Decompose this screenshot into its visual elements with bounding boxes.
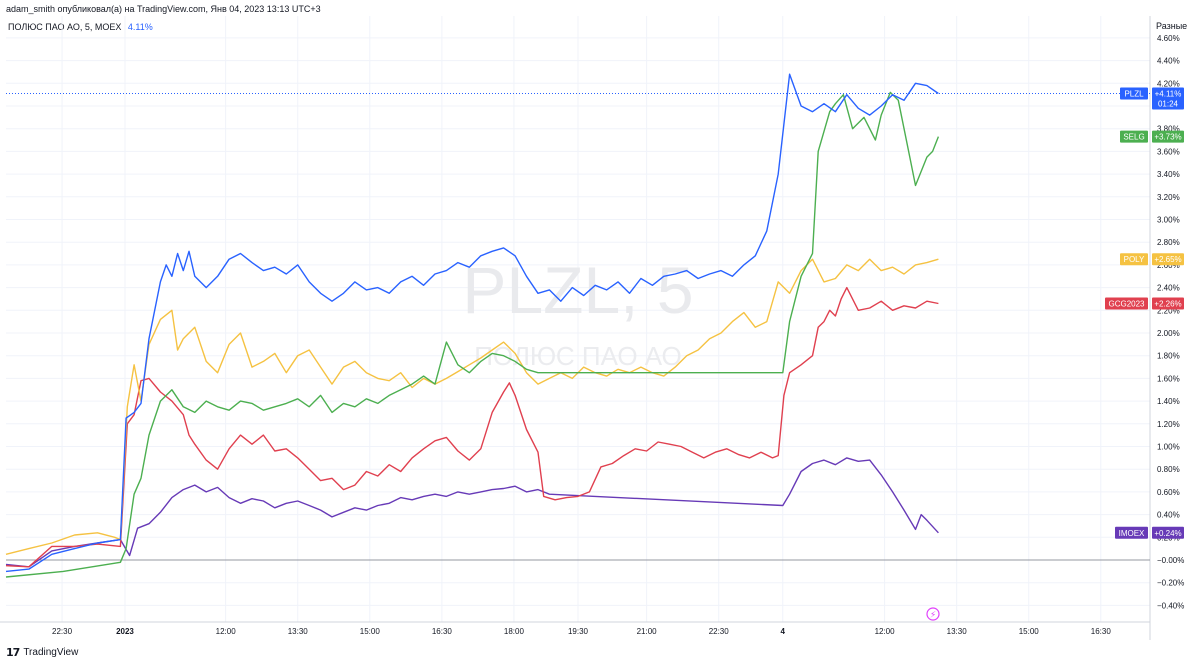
y-tick-label: 1.20% [1157,420,1180,429]
y-tick-label: 4.20% [1157,79,1180,88]
y-tick-label: 2.80% [1157,238,1180,247]
series-tag-value: +2.65% [1154,255,1181,264]
y-tick-label: 1.00% [1157,443,1180,452]
tradingview-logo[interactable]: 17 TradingView [6,646,78,659]
y-tick-label: 2.60% [1157,261,1180,270]
countdown-label: 01:24 [1158,100,1179,109]
tradingview-logo-icon: 17 [6,646,20,659]
series-tag-name-bg [1105,297,1148,310]
y-tick-label: 3.80% [1157,125,1180,134]
series-tag-selg: SELG +3.73% [1120,130,1184,143]
x-tick-label: 13:30 [288,627,309,636]
series-tag-imoex: IMOEX +0.24% [1115,526,1184,539]
y-tick-label: 1.80% [1157,352,1180,361]
series-tag-value-bg [1152,253,1184,266]
y-tick-label: 4.40% [1157,57,1180,66]
x-tick-label: 4 [781,627,786,636]
replay-button[interactable]: ⚡ [926,607,940,621]
y-tick-label: 3.60% [1157,147,1180,156]
series-lines [5,73,940,578]
series-tag-value-bg [1152,297,1184,310]
series-tag-name-bg [1120,253,1148,266]
x-tick-label: 13:30 [947,627,968,636]
y-tick-label: 2.00% [1157,329,1180,338]
series-tag-name-bg [1120,130,1148,143]
symbol-change: 4.11% [127,22,153,32]
x-tick-label: 2023 [116,627,134,636]
x-tick-label: 21:00 [637,627,658,636]
axes [0,16,1151,640]
logo-text: TradingView [23,647,79,658]
lightning-icon: ⚡ [930,611,936,621]
series-tag-name: GCG2023 [1108,299,1145,308]
x-tick-label: 18:00 [504,627,525,636]
series-tag-name: POLY [1124,255,1145,264]
y-tick-label: −0.20% [1157,579,1184,588]
series-tag-name: PLZL [1124,90,1144,99]
series-tag-value: +2.26% [1154,299,1181,308]
series-tag-value-bg [1152,130,1184,143]
x-tick-label: 19:30 [568,627,589,636]
series-tag-name-bg [1115,526,1148,539]
series-tag-poly: POLY +2.65% [1120,253,1184,266]
published-line: adam_smith опубликовал(а) на TradingView… [6,4,321,14]
series-tag-name: SELG [1123,133,1144,142]
y-tick-label: 4.60% [1157,34,1180,43]
y-tick-label: 3.40% [1157,170,1180,179]
y-tick-label: 3.00% [1157,216,1180,225]
lightning-icon-ring [926,607,940,621]
y-tick-label: −0.00% [1157,556,1184,565]
watermark: PLZL, 5 ПОЛЮС ПАО АО [462,253,693,371]
x-axis-labels: 22:30 2023 12:00 13:30 15:00 16:30 18:00 19:30 2… [52,627,1111,636]
scale-name[interactable]: Разные [1156,21,1188,31]
y-tick-label: 0.60% [1157,488,1180,497]
y-tick-label: 2.40% [1157,284,1180,293]
x-tick-label: 22:30 [709,627,730,636]
x-tick-label: 16:30 [432,627,453,636]
x-tick-label: 15:00 [1019,627,1040,636]
watermark-name: ПОЛЮС ПАО АО [474,341,682,371]
symbol-name: ПОЛЮС ПАО АО, 5, MOEX [8,22,122,32]
series-tag-value: +0.24% [1154,529,1181,538]
symbol-legend[interactable]: ПОЛЮС ПАО АО, 5, MOEX 4.11% [8,22,153,32]
x-tick-label: 22:30 [52,627,73,636]
x-tick-label: 12:00 [875,627,896,636]
y-axis-labels: 4.60%4.40%4.20%4.00%3.80%3.60%3.40%3.20%… [1157,34,1184,611]
series-tag-name: IMOEX [1119,529,1145,538]
series-line-selg [5,91,940,578]
series-tag-plzl: PLZL +4.11%01:24 [1120,87,1184,110]
series-tag-gcg2023: GCG2023 +2.26% [1105,297,1184,310]
y-tick-label: −0.40% [1157,601,1184,610]
y-tick-label: 0.80% [1157,465,1180,474]
series-tag-value-bg [1152,87,1184,110]
series-tag-value-bg [1152,526,1184,539]
series-line-plzl [5,73,939,573]
y-tick-label: 3.20% [1157,193,1180,202]
y-tick-label: 1.40% [1157,397,1180,406]
x-tick-label: 16:30 [1091,627,1112,636]
x-tick-label: 12:00 [216,627,237,636]
y-tick-label: 1.60% [1157,374,1180,383]
series-tag-name-bg [1120,87,1148,100]
series-line-gcg2023 [5,286,939,568]
series-tags: IMOEX +0.24% GCG2023 +2.26% POLY +2.65% SELG +3… [1105,87,1184,539]
series-tag-value: +3.73% [1154,133,1181,142]
watermark-symbol: PLZL, 5 [462,253,693,327]
y-tick-label: 0.40% [1157,511,1180,520]
x-tick-label: 15:00 [360,627,381,636]
series-tag-value: +4.11% [1155,90,1182,99]
series-line-imoex [5,457,939,568]
series-line-poly [5,258,939,555]
y-tick-label: 2.20% [1157,306,1180,315]
